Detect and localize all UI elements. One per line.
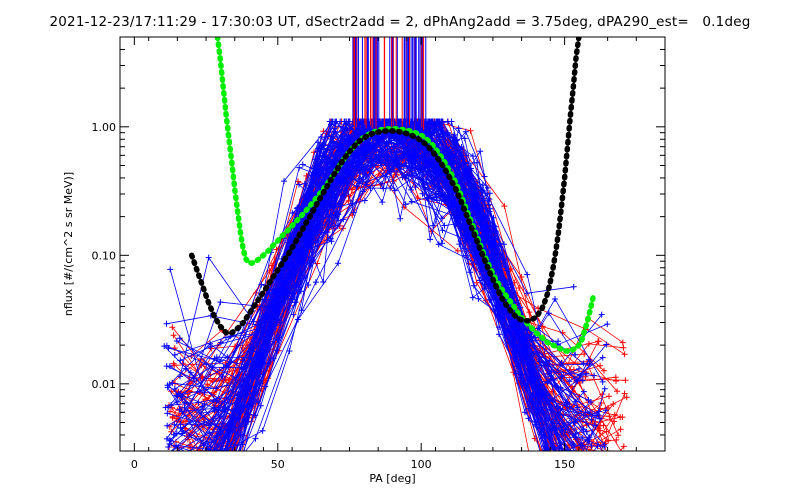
scatter-layer [161, 37, 630, 451]
x-tick-label: 150 [554, 458, 575, 471]
chart-title: 2021-12-23/17:11:29 - 17:30:03 UT, dSect… [49, 14, 751, 30]
x-tick-label: 100 [411, 458, 432, 471]
y-tick-label: 0.10 [92, 249, 117, 262]
ticks-layer: 0 50 100 150 0.01 0.10 1.00 [92, 36, 666, 471]
plot-frame [119, 36, 666, 452]
series-layer [188, 37, 597, 354]
x-tick-label: 50 [271, 458, 285, 471]
black-fit-curve [188, 37, 582, 336]
y-tick-label: 0.01 [92, 378, 117, 391]
x-axis-label: PA [deg] [369, 472, 415, 485]
y-axis-label: nflux [#/(cm^2 s sr MeV)] [62, 172, 75, 316]
vertical-bars [352, 37, 427, 132]
y-tick-label: 1.00 [92, 121, 117, 134]
x-tick-label: 0 [131, 458, 138, 471]
